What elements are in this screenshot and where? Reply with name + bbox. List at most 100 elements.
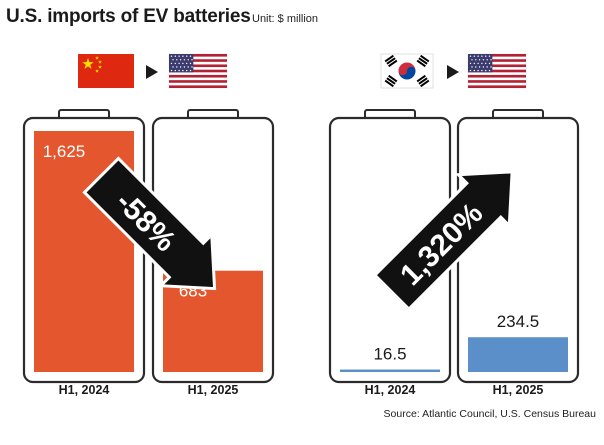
flag-star bbox=[482, 59, 485, 61]
flag-stripe bbox=[468, 85, 526, 88]
flag-star bbox=[172, 66, 174, 68]
category-label: H1, 2024 bbox=[365, 383, 416, 397]
flag-star bbox=[475, 59, 477, 61]
flag-stripe bbox=[169, 74, 227, 78]
flag-star bbox=[469, 55, 472, 57]
flag-star bbox=[186, 69, 188, 72]
flag-star bbox=[187, 66, 189, 68]
trigram-bar bbox=[388, 59, 398, 68]
battery: 234.5 bbox=[456, 109, 580, 384]
trigram-bar bbox=[416, 59, 426, 68]
flag-star bbox=[189, 69, 192, 72]
flag-stripe bbox=[169, 59, 227, 62]
taegeuk-curve bbox=[407, 66, 416, 76]
flag-star bbox=[469, 69, 472, 72]
china-flag-icon bbox=[78, 54, 134, 88]
flag-star bbox=[490, 66, 492, 68]
flag-star bbox=[191, 66, 193, 68]
category-label: H1, 2024 bbox=[59, 383, 110, 397]
trigram bbox=[384, 74, 398, 88]
flag-star bbox=[478, 66, 481, 68]
flag-star bbox=[481, 69, 483, 72]
flag-star bbox=[469, 62, 472, 65]
taegeuk-curve bbox=[398, 66, 407, 76]
trigram bbox=[416, 74, 430, 88]
flag-star bbox=[176, 66, 178, 68]
flag-star bbox=[189, 62, 192, 65]
change-arrow-shape bbox=[372, 170, 514, 312]
play-arrow-icon bbox=[146, 65, 158, 79]
flag-star bbox=[82, 58, 94, 69]
flag-star bbox=[473, 69, 475, 72]
flag-star bbox=[98, 60, 102, 64]
trigram-bar bbox=[386, 57, 396, 65]
flag-star bbox=[488, 69, 491, 72]
flag-stripe bbox=[169, 54, 227, 57]
flag-star bbox=[471, 59, 473, 61]
flag-star bbox=[179, 66, 182, 68]
flag-star bbox=[189, 55, 192, 57]
flag-star bbox=[178, 69, 180, 72]
flag-star bbox=[473, 62, 475, 65]
flag-star bbox=[482, 66, 485, 68]
flag-stripe bbox=[468, 54, 526, 57]
flag-stripe bbox=[468, 74, 526, 78]
flag-star bbox=[186, 55, 188, 57]
source-note: Source: Atlantic Council, U.S. Census Bu… bbox=[383, 408, 596, 420]
flag-star bbox=[174, 55, 176, 57]
flag-star bbox=[481, 55, 483, 57]
flag-star bbox=[490, 59, 492, 61]
usa-flag-icon bbox=[467, 53, 527, 89]
flag-star bbox=[98, 65, 102, 69]
flag-star bbox=[172, 59, 174, 61]
flag-star bbox=[174, 62, 176, 65]
trigram-bar bbox=[418, 57, 428, 65]
flag-star bbox=[170, 55, 173, 57]
change-arrow-shape bbox=[82, 156, 217, 291]
flag-stripe bbox=[169, 64, 227, 68]
flag-stripe bbox=[468, 59, 526, 62]
flag-star bbox=[170, 62, 173, 65]
south-korea-flag-icon bbox=[380, 53, 434, 89]
flag-star bbox=[475, 66, 477, 68]
flag-star bbox=[176, 59, 178, 61]
flag-star bbox=[481, 62, 483, 65]
category-label: H1, 2025 bbox=[188, 383, 239, 397]
trigram-bar bbox=[388, 74, 398, 83]
flag-star bbox=[485, 55, 487, 57]
flag-star bbox=[477, 62, 479, 65]
bar bbox=[468, 337, 568, 372]
trigram-bar bbox=[420, 79, 430, 88]
flag-star bbox=[477, 55, 479, 57]
flag-star bbox=[95, 69, 99, 73]
flag-star bbox=[182, 55, 184, 57]
data-label: 1,625 bbox=[43, 142, 86, 161]
play-arrow-icon bbox=[447, 65, 459, 79]
flag-star bbox=[473, 55, 475, 57]
flag-stripe bbox=[169, 69, 227, 73]
flag-stripe bbox=[468, 69, 526, 73]
flag-stripe bbox=[169, 85, 227, 88]
flag-star bbox=[183, 66, 186, 68]
flag-star bbox=[191, 59, 193, 61]
trigram-bar bbox=[384, 79, 394, 88]
unit-label: Unit: $ million bbox=[252, 13, 319, 25]
data-label: 16.5 bbox=[373, 345, 406, 364]
flag-star bbox=[488, 55, 491, 57]
flag-canton bbox=[468, 54, 493, 73]
flag-star bbox=[471, 66, 473, 68]
flag-star bbox=[187, 59, 189, 61]
battery: 1,625 bbox=[22, 109, 146, 384]
flag-star bbox=[182, 62, 184, 65]
flag-star bbox=[486, 59, 488, 61]
bar bbox=[340, 369, 440, 372]
category-label: H1, 2025 bbox=[493, 383, 544, 397]
flag-star bbox=[485, 69, 487, 72]
flag-bg bbox=[78, 54, 134, 88]
trigram-bar bbox=[416, 74, 426, 83]
trigram-bar bbox=[384, 54, 394, 63]
flag-star bbox=[485, 62, 487, 65]
flag-star bbox=[178, 55, 180, 57]
